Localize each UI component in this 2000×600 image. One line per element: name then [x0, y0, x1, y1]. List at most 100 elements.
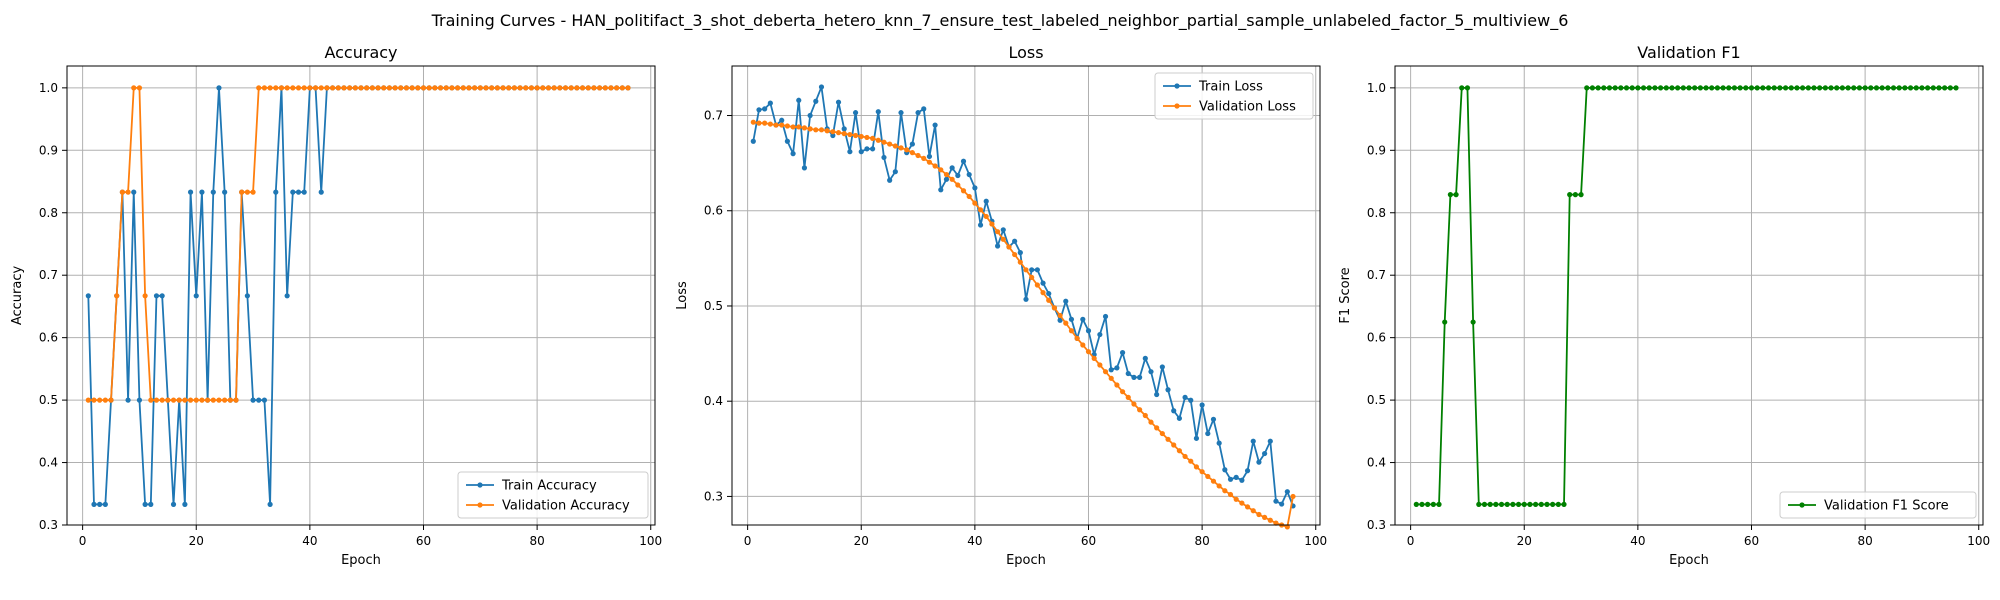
- validation-f1-score-point: [1811, 85, 1817, 91]
- validation-loss-point: [881, 139, 887, 145]
- chart1-y-tick-label: 0.4: [704, 394, 723, 408]
- validation-accuracy-point: [545, 85, 552, 91]
- train-loss-point: [1199, 402, 1205, 408]
- validation-accuracy-point: [233, 397, 239, 403]
- validation-f1-score-point: [1561, 501, 1567, 507]
- validation-f1-score-point: [1510, 501, 1516, 507]
- chart2-x-tick-label: 0: [1407, 534, 1415, 548]
- train-accuracy-point: [97, 501, 103, 507]
- chart1-x-tick-label: 0: [744, 534, 752, 548]
- validation-loss-point: [1085, 349, 1092, 355]
- validation-accuracy-point: [528, 85, 535, 91]
- validation-accuracy-legend-marker: [477, 502, 483, 508]
- validation-loss-point: [1068, 328, 1075, 334]
- validation-f1-score-point: [1703, 85, 1709, 91]
- train-loss-point: [784, 138, 790, 144]
- train-loss-point: [1125, 370, 1131, 377]
- chart1-x-tick-label: 40: [967, 534, 982, 548]
- validation-accuracy-point: [295, 85, 302, 91]
- figure-suptitle: Training Curves - HAN_politifact_3_shot_…: [431, 11, 1569, 31]
- validation-f1-score-point: [1737, 85, 1743, 91]
- validation-loss-point: [1017, 259, 1023, 265]
- validation-loss-point: [1273, 520, 1279, 526]
- validation-accuracy-point: [114, 293, 120, 299]
- train-loss-point: [1114, 365, 1120, 371]
- train-accuracy-point: [153, 293, 160, 299]
- train-accuracy-point: [273, 189, 279, 195]
- validation-f1-score-point: [1612, 85, 1618, 91]
- chart2-x-axis-label: Epoch: [1669, 553, 1709, 568]
- validation-loss-point: [841, 131, 847, 137]
- chart2-plot-area: [1395, 66, 1983, 525]
- validation-loss-point: [909, 150, 915, 156]
- validation-accuracy-point: [159, 397, 165, 403]
- validation-f1-score-point: [1669, 85, 1675, 91]
- validation-accuracy-point: [568, 85, 574, 91]
- validation-accuracy-point: [182, 397, 188, 403]
- validation-loss-point: [994, 229, 1001, 235]
- chart1-x-tick-label: 80: [1194, 534, 1209, 548]
- chart2-x-tick-label: 100: [1967, 534, 1990, 548]
- validation-loss-point: [1250, 508, 1256, 514]
- train-accuracy-point: [91, 501, 97, 507]
- validation-loss-point: [835, 130, 842, 136]
- validation-f1-score-point: [1515, 501, 1522, 507]
- validation-loss-point: [847, 131, 853, 138]
- validation-f1-score-point: [1470, 319, 1476, 325]
- train-loss-point: [1046, 290, 1052, 297]
- chart1-x-tick-label: 60: [1081, 534, 1096, 548]
- train-loss-point: [1205, 430, 1211, 437]
- train-loss-point: [972, 185, 978, 191]
- chart0-plot-area: [67, 66, 655, 525]
- validation-accuracy-point: [585, 85, 591, 91]
- validation-loss-point: [1210, 478, 1217, 484]
- validation-f1-score-point: [1652, 85, 1658, 91]
- validation-f1-score-point: [1817, 85, 1823, 91]
- validation-loss-point: [989, 221, 995, 227]
- validation-loss-point: [1188, 458, 1194, 464]
- validation-loss-point: [1159, 430, 1165, 437]
- validation-loss-point: [1091, 355, 1097, 361]
- validation-loss-point: [1227, 491, 1234, 498]
- train-loss-point: [881, 154, 887, 161]
- train-loss-point: [1233, 474, 1239, 480]
- chart1-axes-frame: [731, 65, 1321, 526]
- train-loss-point: [807, 112, 813, 119]
- validation-f1-score-point: [1862, 85, 1868, 91]
- validation-loss-point: [1193, 464, 1200, 470]
- validation-accuracy-point: [307, 85, 313, 91]
- validation-accuracy-point: [523, 85, 529, 91]
- train-loss-point: [898, 110, 904, 116]
- validation-loss-point: [1029, 274, 1035, 281]
- train-loss-point: [852, 110, 859, 116]
- train-accuracy-point: [170, 501, 177, 507]
- validation-f1-score-point: [1907, 85, 1914, 91]
- validation-f1-score-point: [1663, 85, 1669, 91]
- train-accuracy-point: [216, 85, 222, 91]
- chart2-title: Validation F1: [1637, 43, 1740, 62]
- train-loss-point: [1262, 450, 1268, 457]
- validation-accuracy-point: [131, 85, 137, 91]
- validation-f1-score-point: [1873, 85, 1880, 91]
- train-loss-point: [750, 138, 756, 144]
- validation-f1-score-point: [1476, 501, 1482, 507]
- validation-loss-point: [1244, 504, 1251, 510]
- train-loss-point: [977, 222, 984, 228]
- validation-accuracy-point: [574, 85, 580, 91]
- validation-accuracy-point: [466, 85, 472, 91]
- validation-loss-point: [1040, 290, 1046, 296]
- validation-loss-point: [932, 163, 938, 169]
- validation-f1-score-point: [1942, 85, 1948, 91]
- validation-accuracy-point: [494, 85, 500, 91]
- validation-accuracy-point: [273, 85, 279, 91]
- loss-chart: 0 20 40 60 80 100 0.3 0.4 0.5 0.6 0.7 Loss Epoch Loss…: [675, 43, 1327, 568]
- validation-loss-point: [1222, 488, 1228, 494]
- validation-f1-score-point: [1845, 85, 1851, 91]
- chart0-y-tick-label: 0.4: [39, 456, 58, 470]
- validation-f1-score-point: [1533, 501, 1539, 507]
- validation-loss-point: [972, 200, 978, 206]
- validation-accuracy-point: [301, 85, 307, 91]
- train-accuracy-point: [295, 189, 302, 195]
- validation-loss-point: [1182, 453, 1188, 460]
- validation-accuracy-point: [358, 85, 364, 91]
